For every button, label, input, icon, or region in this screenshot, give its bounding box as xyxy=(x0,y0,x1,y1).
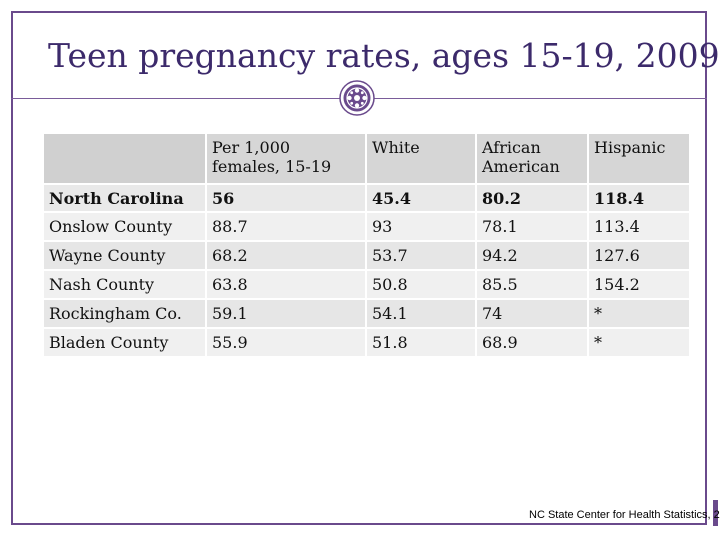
table-cell: 127.6 xyxy=(588,241,691,271)
table-cell: 45.4 xyxy=(366,184,477,213)
table-cell: 74 xyxy=(476,299,589,329)
table-cell: 118.4 xyxy=(588,184,691,213)
table-cell: 54.1 xyxy=(366,299,477,329)
table-cell: 59.1 xyxy=(206,299,367,329)
table-cell: 113.4 xyxy=(588,212,691,242)
row-label: Nash County xyxy=(44,270,207,300)
header-cell-hispanic: Hispanic xyxy=(588,134,691,185)
table-cell: 78.1 xyxy=(476,212,589,242)
table-cell: 94.2 xyxy=(476,241,589,271)
table-row: Onslow County 88.7 93 78.1 113.4 xyxy=(44,212,691,242)
row-label: Wayne County xyxy=(44,241,207,271)
table-cell: 53.7 xyxy=(366,241,477,271)
table-cell: 68.2 xyxy=(206,241,367,271)
table-cell: 80.2 xyxy=(476,184,589,213)
row-label: Rockingham Co. xyxy=(44,299,207,329)
ornament-emblem-icon xyxy=(339,80,375,116)
row-label: North Carolina xyxy=(44,184,207,213)
table-cell: 56 xyxy=(206,184,367,213)
header-cell-african-american: African American xyxy=(476,134,589,185)
table-cell: 51.8 xyxy=(366,328,477,358)
header-cell-blank xyxy=(44,134,207,185)
frame-accent xyxy=(713,500,718,526)
table-cell: 55.9 xyxy=(206,328,367,358)
table-cell: 68.9 xyxy=(476,328,589,358)
source-citation: NC State Center for Health Statistics, 2 xyxy=(529,509,720,521)
table-cell: 154.2 xyxy=(588,270,691,300)
table-row: Wayne County 68.2 53.7 94.2 127.6 xyxy=(44,241,691,271)
row-label: Onslow County xyxy=(44,212,207,242)
table-row: Bladen County 55.9 51.8 68.9 * xyxy=(44,328,691,358)
table-header-row: Per 1,000 females, 15-19 White African A… xyxy=(44,134,691,185)
table-row: Rockingham Co. 59.1 54.1 74 * xyxy=(44,299,691,329)
table-cell: * xyxy=(588,299,691,329)
table-row: Nash County 63.8 50.8 85.5 154.2 xyxy=(44,270,691,300)
table-cell: 88.7 xyxy=(206,212,367,242)
table-row: North Carolina 56 45.4 80.2 118.4 xyxy=(44,184,691,213)
header-cell-white: White xyxy=(366,134,477,185)
table-cell: 93 xyxy=(366,212,477,242)
table-cell: * xyxy=(588,328,691,358)
table-cell: 50.8 xyxy=(366,270,477,300)
slide-title: Teen pregnancy rates, ages 15-19, 2009 xyxy=(48,36,720,75)
table-cell: 85.5 xyxy=(476,270,589,300)
table-cell: 63.8 xyxy=(206,270,367,300)
header-cell-rate: Per 1,000 females, 15-19 xyxy=(206,134,367,185)
slide-frame xyxy=(11,11,707,525)
pregnancy-rates-table: Per 1,000 females, 15-19 White African A… xyxy=(44,134,691,358)
row-label: Bladen County xyxy=(44,328,207,358)
